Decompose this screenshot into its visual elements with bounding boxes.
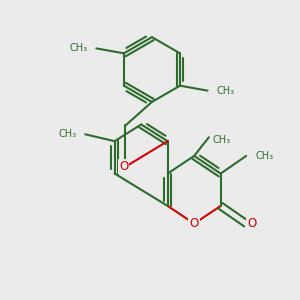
Text: O: O [119, 160, 128, 173]
Text: CH₃: CH₃ [213, 135, 231, 145]
Text: O: O [248, 217, 257, 230]
Text: CH₃: CH₃ [216, 85, 235, 96]
Text: CH₃: CH₃ [255, 151, 273, 161]
Text: CH₃: CH₃ [70, 44, 88, 53]
Text: O: O [190, 217, 199, 230]
Text: CH₃: CH₃ [58, 129, 76, 139]
